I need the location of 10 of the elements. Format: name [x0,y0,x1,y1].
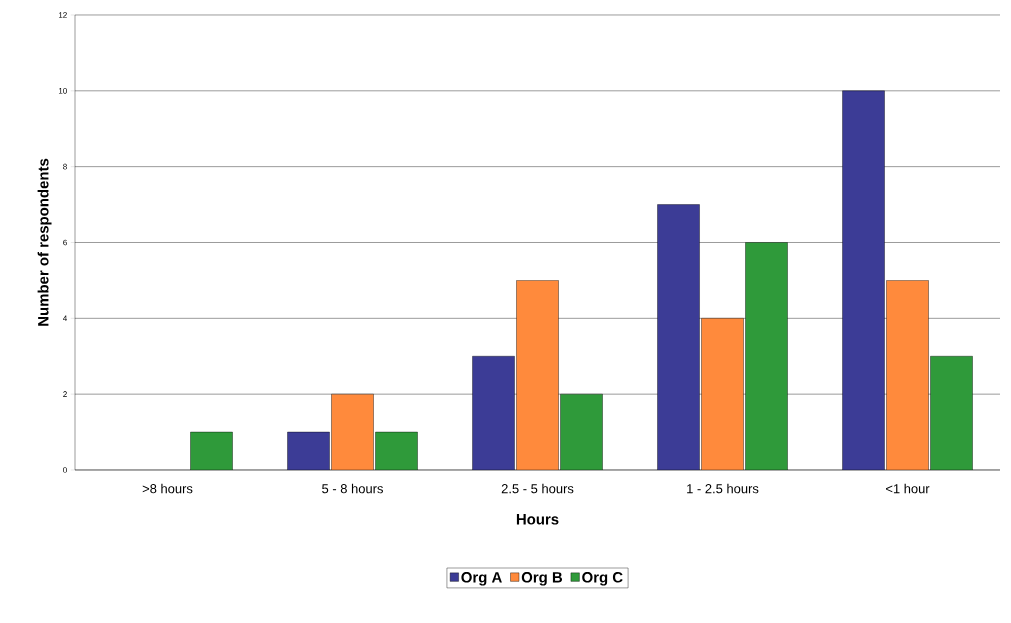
y-axis-title: Number of respondents [37,158,52,326]
legend-label: Org B [521,571,563,586]
x-tick-label: 5 - 8 hours [322,483,383,494]
legend-label: Org C [582,571,623,586]
x-tick-label: 1 - 2.5 hours [687,483,759,494]
legend-label: Org A [461,571,502,586]
x-tick-label: >8 hours [142,483,193,494]
x-tick-label: <1 hour [886,483,930,494]
x-axis-title: Hours [516,514,559,525]
x-tick-label: 2.5 - 5 hours [501,483,574,494]
